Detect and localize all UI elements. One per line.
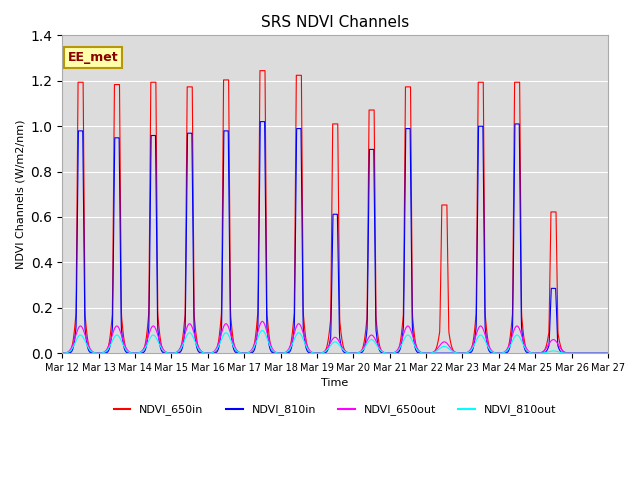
NDVI_810out xyxy=(604,350,612,356)
Line: NDVI_650out: NDVI_650out xyxy=(62,322,608,353)
NDVI_650out xyxy=(428,350,435,356)
NDVI_810in xyxy=(604,350,612,356)
NDVI_650in xyxy=(256,68,264,73)
NDVI_810out xyxy=(156,343,164,349)
Legend: NDVI_650in, NDVI_810in, NDVI_650out, NDVI_810out: NDVI_650in, NDVI_810in, NDVI_650out, NDV… xyxy=(109,400,561,420)
NDVI_810in xyxy=(156,344,164,350)
X-axis label: Time: Time xyxy=(321,378,349,388)
NDVI_650out xyxy=(58,350,66,356)
NDVI_810out xyxy=(58,350,66,356)
NDVI_810in xyxy=(604,350,611,356)
NDVI_810out xyxy=(428,350,435,356)
NDVI_810in xyxy=(58,350,66,356)
Y-axis label: NDVI Channels (W/m2/nm): NDVI Channels (W/m2/nm) xyxy=(15,120,25,269)
NDVI_810out xyxy=(259,328,266,334)
NDVI_810in xyxy=(488,350,496,356)
Title: SRS NDVI Channels: SRS NDVI Channels xyxy=(261,15,409,30)
NDVI_650in xyxy=(315,350,323,356)
NDVI_810out xyxy=(315,350,323,356)
NDVI_810in xyxy=(257,119,264,124)
NDVI_810in xyxy=(458,350,465,356)
NDVI_650out xyxy=(604,350,612,356)
Line: NDVI_810out: NDVI_810out xyxy=(62,331,608,353)
NDVI_650out xyxy=(458,350,465,356)
NDVI_650in xyxy=(428,350,435,356)
NDVI_810in xyxy=(428,350,435,356)
NDVI_650in xyxy=(604,350,611,356)
NDVI_650in xyxy=(156,336,164,342)
NDVI_650out xyxy=(604,350,611,356)
NDVI_650in xyxy=(58,350,66,356)
NDVI_810out xyxy=(458,350,465,356)
Text: EE_met: EE_met xyxy=(68,51,118,64)
NDVI_650out xyxy=(315,350,323,356)
Line: NDVI_810in: NDVI_810in xyxy=(62,121,608,353)
Line: NDVI_650in: NDVI_650in xyxy=(62,71,608,353)
NDVI_810out xyxy=(604,350,611,356)
NDVI_650in xyxy=(604,350,612,356)
NDVI_650out xyxy=(259,319,266,324)
NDVI_810in xyxy=(315,350,323,356)
NDVI_650out xyxy=(488,348,496,354)
NDVI_650in xyxy=(488,349,496,355)
NDVI_650out xyxy=(156,340,164,346)
NDVI_650in xyxy=(458,350,465,356)
NDVI_810out xyxy=(488,349,496,355)
